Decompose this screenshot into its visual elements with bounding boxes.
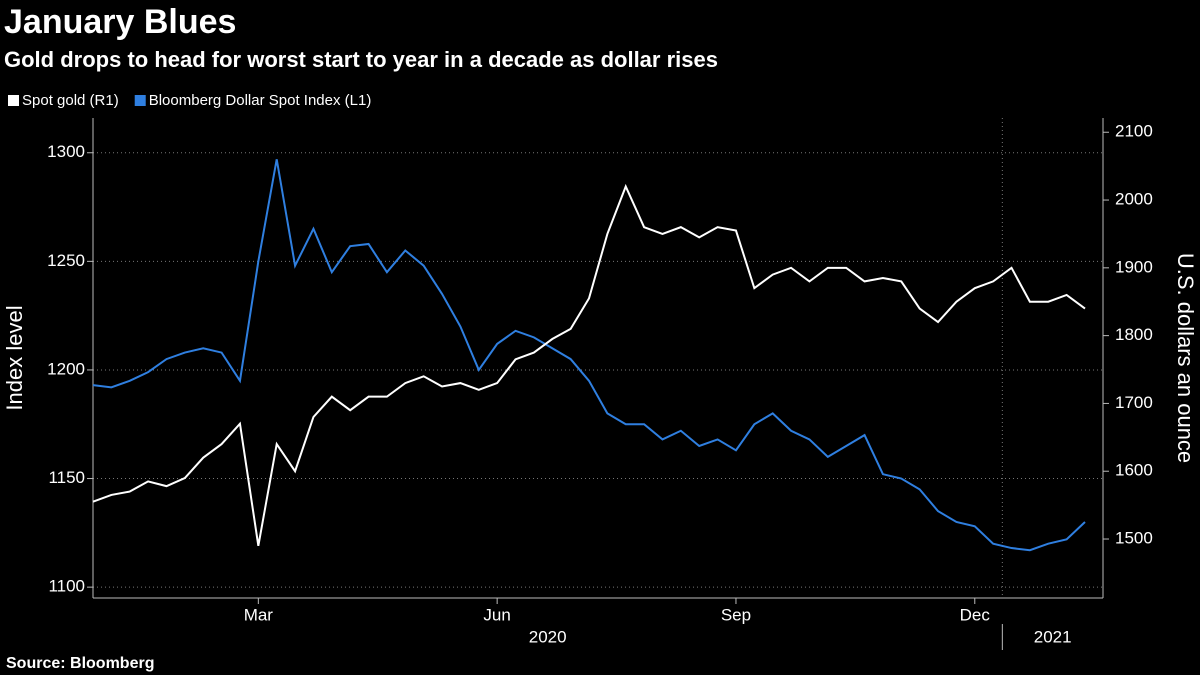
y-tick-label: 1250 xyxy=(47,251,85,270)
legend-label: Bloomberg Dollar Spot Index (L1) xyxy=(149,92,372,109)
source: Source: Bloomberg xyxy=(6,655,154,672)
y2-tick-label: 1500 xyxy=(1115,529,1153,548)
chart-title: January Blues xyxy=(4,3,236,41)
group-label: 2020 xyxy=(529,627,567,646)
series-line xyxy=(92,159,1086,552)
y2-tick-label: 2000 xyxy=(1115,190,1153,209)
legend-swatch xyxy=(134,95,146,106)
y-tick-label: 1150 xyxy=(48,468,85,487)
y-tick-label: 1300 xyxy=(47,142,85,161)
y-tick-label: 1200 xyxy=(47,359,85,378)
y2-tick-label: 2100 xyxy=(1115,122,1153,141)
y2-axis-label: U.S. dollars an ounce xyxy=(1173,253,1198,463)
y2-tick-label: 1900 xyxy=(1115,257,1153,276)
x-tick-label: Mar xyxy=(244,605,274,624)
group-label: 2021 xyxy=(1034,627,1072,646)
y2-tick-label: 1800 xyxy=(1115,325,1153,344)
y-tick-label: 1100 xyxy=(48,577,85,596)
y2-tick-label: 1700 xyxy=(1115,393,1153,412)
legend-label: Spot gold (R1) xyxy=(22,92,119,109)
y2-tick-label: 1600 xyxy=(1115,461,1153,480)
series-line xyxy=(92,183,1086,546)
y-axis-label: Index level xyxy=(2,305,27,410)
legend-swatch xyxy=(8,95,19,106)
x-tick-label: Jun xyxy=(483,605,510,624)
chart-subtitle: Gold drops to head for worst start to ye… xyxy=(4,47,718,72)
x-tick-label: Dec xyxy=(960,605,991,624)
x-tick-label: Sep xyxy=(721,605,751,624)
